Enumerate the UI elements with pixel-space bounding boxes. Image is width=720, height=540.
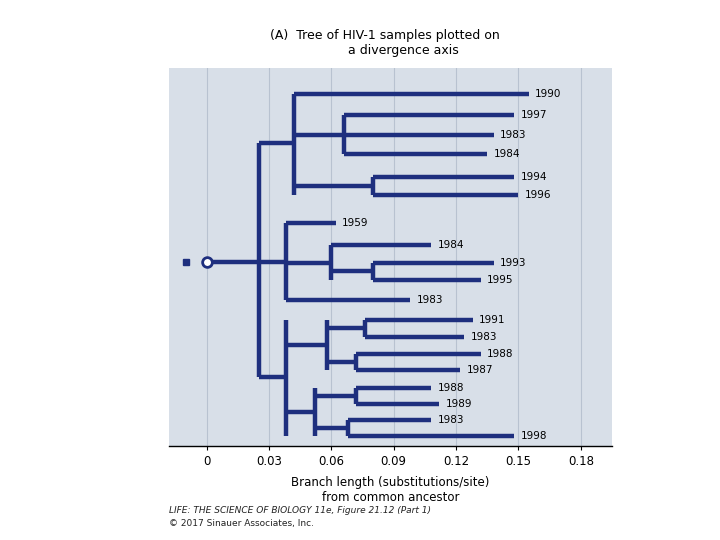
Text: 1988: 1988 bbox=[437, 383, 464, 393]
Text: 1991: 1991 bbox=[479, 315, 505, 325]
Text: 1997: 1997 bbox=[521, 110, 547, 120]
Text: 1983: 1983 bbox=[500, 130, 526, 140]
Text: © 2017 Sinauer Associates, Inc.: © 2017 Sinauer Associates, Inc. bbox=[169, 519, 314, 528]
Text: 1996: 1996 bbox=[525, 190, 552, 200]
Text: 1983: 1983 bbox=[417, 295, 443, 305]
Text: (A)  Tree of HIV-1 samples plotted on
         a divergence axis: (A) Tree of HIV-1 samples plotted on a d… bbox=[270, 29, 500, 57]
Text: Figure 21.12  Dating the Origin of HIV-1 in Human Populations (Part 1): Figure 21.12 Dating the Origin of HIV-1 … bbox=[6, 12, 519, 27]
Text: 1994: 1994 bbox=[521, 172, 547, 182]
Text: 1990: 1990 bbox=[535, 89, 562, 99]
Text: 1988: 1988 bbox=[487, 349, 514, 359]
Text: 1984: 1984 bbox=[493, 149, 520, 159]
Text: 1959: 1959 bbox=[342, 218, 368, 228]
Text: 1983: 1983 bbox=[471, 332, 497, 342]
Text: LIFE: THE SCIENCE OF BIOLOGY 11e, Figure 21.12 (Part 1): LIFE: THE SCIENCE OF BIOLOGY 11e, Figure… bbox=[169, 506, 431, 515]
Text: 1989: 1989 bbox=[446, 399, 472, 409]
X-axis label: Branch length (substitutions/site)
from common ancestor: Branch length (substitutions/site) from … bbox=[292, 476, 490, 504]
Text: 1995: 1995 bbox=[487, 275, 514, 285]
Text: 1984: 1984 bbox=[437, 240, 464, 250]
Text: 1998: 1998 bbox=[521, 430, 547, 441]
Text: 1987: 1987 bbox=[467, 365, 493, 375]
Text: 1993: 1993 bbox=[500, 258, 526, 267]
Text: 1983: 1983 bbox=[437, 415, 464, 425]
